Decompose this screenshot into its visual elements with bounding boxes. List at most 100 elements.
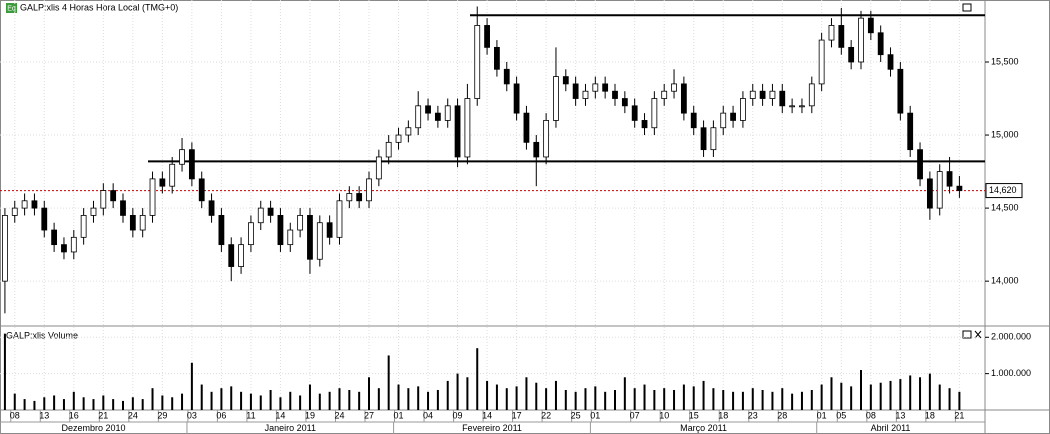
candle-body bbox=[690, 112, 697, 129]
volume-bar bbox=[663, 388, 666, 410]
candle-body bbox=[730, 112, 736, 121]
volume-bar bbox=[840, 382, 843, 410]
volume-bar bbox=[860, 370, 862, 410]
candle-body bbox=[100, 190, 107, 209]
volume-bar bbox=[899, 379, 902, 410]
last-price-box bbox=[985, 183, 1023, 199]
volume-bar bbox=[3, 333, 6, 410]
x-tick-label: 29 bbox=[157, 410, 167, 420]
volume-bar bbox=[761, 390, 764, 410]
volume-bar bbox=[495, 384, 498, 410]
volume-bar bbox=[269, 390, 272, 410]
volume-bar bbox=[751, 388, 754, 410]
x-tick-label: 13 bbox=[895, 410, 905, 420]
volume-bar bbox=[515, 386, 518, 410]
volume-bar bbox=[377, 388, 380, 410]
candle-body bbox=[11, 207, 18, 216]
candle-body bbox=[740, 98, 746, 121]
candle-body bbox=[405, 127, 412, 136]
volume-bar bbox=[358, 391, 361, 410]
candle-body bbox=[208, 200, 215, 216]
x-tick-label: 03 bbox=[187, 410, 197, 420]
candle-body bbox=[700, 127, 707, 151]
candle-body bbox=[631, 105, 638, 121]
candle-body bbox=[110, 190, 117, 202]
candle-body bbox=[808, 83, 815, 107]
volume-bar bbox=[13, 393, 16, 410]
candle-body bbox=[671, 83, 677, 92]
x-tick-label: 05 bbox=[836, 410, 846, 420]
x-tick-label: 08 bbox=[10, 410, 20, 420]
candle-body bbox=[661, 90, 668, 99]
candle-body bbox=[917, 149, 923, 180]
volume-bar bbox=[279, 397, 282, 410]
x-tick-label: 07 bbox=[630, 410, 640, 420]
candle-body bbox=[434, 112, 441, 121]
candle-body bbox=[316, 222, 323, 260]
volume-bar bbox=[230, 386, 233, 410]
candle-body bbox=[238, 244, 244, 267]
volume-bar bbox=[466, 377, 469, 410]
volume-bar bbox=[486, 380, 489, 410]
volume-bar bbox=[732, 391, 735, 410]
candle-body bbox=[336, 200, 343, 238]
volume-bar bbox=[299, 395, 302, 410]
candle-body bbox=[680, 83, 687, 114]
candle-body bbox=[936, 171, 943, 209]
last-price-label: 14,620 bbox=[989, 185, 1017, 195]
candle-body bbox=[218, 215, 225, 246]
volume-bar bbox=[446, 380, 449, 410]
candle-body bbox=[228, 244, 235, 267]
x-tick-label: 10 bbox=[659, 410, 669, 420]
volume-bar bbox=[702, 380, 705, 410]
volume-bar bbox=[594, 386, 597, 410]
month-label: Dezembro 2010 bbox=[61, 423, 125, 433]
volume-bar bbox=[850, 386, 853, 410]
volume-bar bbox=[33, 400, 36, 410]
volume-bar bbox=[210, 391, 213, 410]
candle-body bbox=[572, 83, 579, 99]
candle-body bbox=[307, 215, 313, 260]
candle-body bbox=[31, 200, 38, 209]
candle-body bbox=[139, 215, 146, 231]
volume-bar bbox=[869, 384, 872, 410]
volume-bar bbox=[879, 382, 882, 410]
candle-body bbox=[129, 215, 136, 231]
x-tick-label: 16 bbox=[69, 410, 79, 420]
volume-bar bbox=[171, 397, 174, 410]
volume-bar bbox=[407, 388, 410, 410]
x-tick-label: 17 bbox=[512, 410, 522, 420]
candle-body bbox=[454, 105, 461, 158]
candle-body bbox=[553, 76, 559, 121]
candle-body bbox=[867, 17, 874, 34]
volume-bar bbox=[958, 391, 961, 410]
candle-body bbox=[297, 215, 304, 231]
candle-body bbox=[926, 178, 933, 209]
candle-body bbox=[248, 222, 254, 246]
candle-body bbox=[159, 178, 166, 187]
volume-bar bbox=[249, 393, 252, 410]
y-tick-label: 14,000 bbox=[991, 276, 1019, 286]
maximize-button[interactable] bbox=[962, 3, 972, 12]
candle-body bbox=[21, 200, 28, 209]
volume-bar bbox=[122, 400, 124, 410]
candle-body bbox=[425, 105, 431, 114]
candle-body bbox=[799, 105, 805, 108]
volume-bar bbox=[338, 388, 341, 410]
candle-body bbox=[464, 98, 471, 158]
candle-body bbox=[907, 112, 914, 151]
x-tick-label: 23 bbox=[748, 410, 758, 420]
volume-bar bbox=[387, 355, 390, 410]
x-tick-label: 09 bbox=[453, 410, 463, 420]
volume-bar bbox=[328, 391, 331, 410]
x-tick-label: 28 bbox=[777, 410, 787, 420]
candle-body bbox=[375, 156, 382, 180]
candle-body bbox=[858, 17, 864, 63]
candle-body bbox=[415, 105, 422, 129]
volume-bar bbox=[554, 380, 557, 410]
volume-bar bbox=[604, 391, 607, 410]
candle-body bbox=[828, 25, 835, 41]
maximize-button[interactable] bbox=[962, 330, 972, 339]
